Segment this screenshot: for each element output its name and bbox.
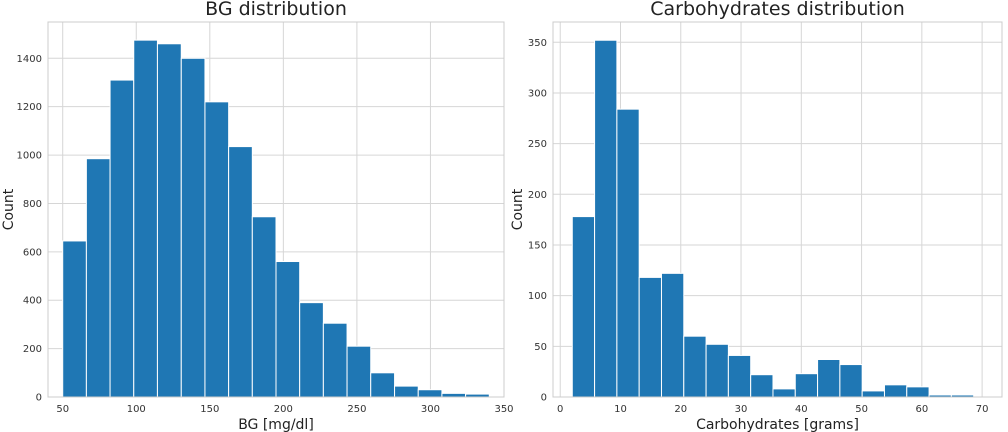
histogram-bar	[727, 354, 752, 398]
histogram-bar	[275, 261, 301, 398]
x-tick-label: 70	[976, 404, 989, 415]
y-tick-label: 400	[23, 296, 42, 307]
histogram-bar	[772, 388, 796, 398]
histogram-bar	[594, 39, 618, 398]
y-tick-label: 250	[528, 139, 547, 150]
histogram-bar	[180, 57, 206, 398]
x-tick-label: 50	[855, 404, 868, 415]
y-tick-label: 150	[528, 240, 547, 251]
y-tick-label: 200	[23, 344, 42, 355]
x-tick-label: 40	[795, 404, 808, 415]
chart-panel-1: 50 100 150 200 250 300 350 0 200 400 600 800 1000 120…	[1, 0, 514, 432]
y-tick-label: 50	[534, 342, 547, 353]
histogram-bar	[109, 79, 135, 398]
histogram-bar	[299, 302, 324, 398]
y-tick-label: 600	[23, 247, 42, 258]
histogram-bar	[156, 43, 182, 398]
x-tick-label: 60	[915, 404, 928, 415]
y-tick-label: 1200	[17, 102, 42, 113]
y-tick-label: 1400	[17, 54, 42, 65]
chart-panel-2: 0 10 20 30 40 50 60 70 0 50 100 150 200 250 300 350 Carb…	[510, 0, 1003, 432]
histogram-bar	[251, 216, 277, 398]
histogram-bar	[794, 373, 819, 398]
y-tick-label: 100	[528, 291, 547, 302]
histogram-bar	[370, 372, 396, 398]
x-tick-label: 150	[200, 404, 219, 415]
x-tick-label: 30	[735, 404, 748, 415]
histogram-bar	[346, 345, 372, 398]
histogram-bar	[62, 240, 87, 398]
y-tick-label: 800	[23, 199, 42, 210]
chart-title: Carbohydrates distribution	[650, 0, 905, 20]
histogram-bar	[683, 335, 707, 398]
x-tick-label: 50	[56, 404, 69, 415]
y-axis-label: Count	[510, 188, 526, 230]
histogram-bar	[204, 101, 230, 398]
histogram-bar	[417, 389, 443, 398]
histogram-bar	[906, 386, 930, 398]
y-tick-label: 0	[541, 393, 547, 404]
x-tick-label: 10	[614, 404, 627, 415]
histogram-bar	[660, 272, 685, 398]
histogram-bar	[750, 374, 774, 398]
histogram-bar	[705, 343, 729, 398]
x-tick-label: 350	[494, 404, 513, 415]
y-tick-label: 350	[528, 38, 547, 49]
histogram-bar	[322, 322, 348, 398]
histogram-bar	[394, 385, 419, 398]
y-axis-label: Count	[1, 188, 17, 230]
histogram-bar	[883, 384, 908, 398]
histogram-bar	[817, 359, 841, 398]
x-tick-label: 20	[674, 404, 687, 415]
histogram-bar	[571, 216, 596, 398]
x-axis-label: Carbohydrates [grams]	[696, 417, 859, 432]
histogram-bar	[441, 392, 467, 398]
histogram-bar	[638, 276, 662, 398]
histogram-bar	[839, 364, 863, 398]
x-tick-label: 200	[274, 404, 293, 415]
histogram-bar	[85, 158, 111, 398]
histogram-bar	[861, 390, 885, 398]
y-tick-label: 1000	[17, 151, 42, 162]
x-axis-label: BG [mg/dl]	[238, 417, 314, 432]
histogram-bar	[133, 39, 158, 398]
x-tick-label: 100	[127, 404, 146, 415]
x-tick-label: 0	[557, 404, 563, 415]
x-tick-label: 250	[347, 404, 366, 415]
x-tick-label: 300	[421, 404, 440, 415]
plot-area-frame	[552, 21, 1003, 398]
histogram-bar	[616, 108, 640, 398]
y-tick-label: 0	[36, 393, 42, 404]
histogram-bar	[228, 146, 253, 398]
y-tick-label: 200	[528, 190, 547, 201]
plot-area-frame	[47, 21, 505, 398]
chart-title: BG distribution	[205, 0, 347, 20]
y-tick-label: 300	[528, 88, 547, 99]
